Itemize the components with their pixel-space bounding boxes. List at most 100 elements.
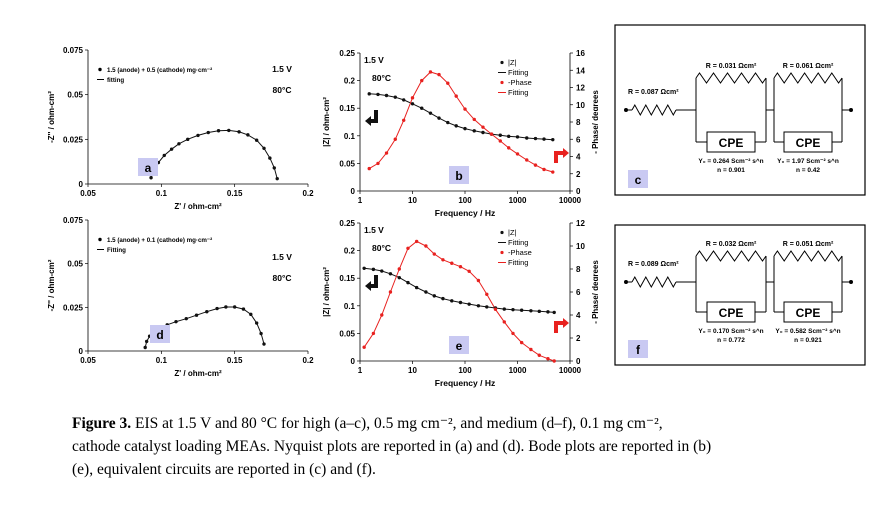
- phase-point: [367, 166, 371, 171]
- panel-badge: [138, 158, 158, 176]
- data-point: [177, 142, 181, 146]
- phase-point: [552, 359, 556, 363]
- phase-point: [546, 357, 550, 361]
- x-axis-label: Frequency / Hz: [435, 208, 495, 218]
- resistor-icon: [773, 72, 843, 84]
- data-point: [186, 137, 190, 142]
- data-point: [246, 133, 250, 137]
- impedance-fitting-line: [369, 93, 553, 141]
- data-point: [254, 138, 259, 142]
- figure-caption: Figure 3. EIS at 1.5 V and 80 °C for hig…: [72, 412, 862, 481]
- cpe-n-label: n = 0.921: [794, 337, 822, 344]
- y-tick-label: 0.025: [63, 135, 84, 144]
- data-point: [144, 339, 149, 344]
- y-axis-label: |Z| / ohm-cm²: [322, 267, 331, 317]
- x-axis-label: Z' / ohm-cm²: [174, 369, 222, 378]
- data-point: [169, 147, 174, 151]
- x-tick-label: 0.1: [156, 356, 168, 365]
- resistor-label: R = 0.032 Ωcm²: [706, 241, 757, 248]
- impedance-point: [450, 299, 454, 303]
- impedance-point: [380, 269, 384, 273]
- resistor-r0-label: R = 0.089 Ωcm²: [628, 261, 679, 268]
- y2-tick-label: 0: [576, 187, 581, 196]
- phase-point: [371, 331, 376, 336]
- phase-point: [441, 258, 445, 262]
- temperature-annotation: 80°C: [372, 73, 391, 83]
- resistor-r0-icon: [631, 103, 677, 117]
- data-point: [262, 146, 266, 150]
- legend-entry: Fitting: [508, 258, 528, 267]
- x-tick-label: 10000: [559, 196, 582, 205]
- impedance-point: [551, 137, 555, 142]
- y-tick-label: 0.025: [63, 303, 84, 312]
- y-axis-label: -Z'' / ohm-cm²: [47, 91, 56, 143]
- legend-entry: 1.5 (anode) + 0.1 (cathode) mg·cm⁻²: [107, 237, 212, 244]
- y2-tick-label: 10: [576, 101, 585, 110]
- plot-area: 1 10 100 1000 1000000.050.10.150.20.25024681…: [322, 49, 598, 218]
- plot-area: 1 10 100 1000 1000000.050.10.150.20.25024681…: [322, 219, 598, 388]
- legend-marker: [500, 230, 504, 235]
- phase-point: [437, 72, 441, 77]
- phase-point: [450, 261, 454, 265]
- phase-point: [498, 139, 502, 143]
- phase-point: [410, 96, 415, 100]
- data-point: [275, 176, 279, 181]
- x-tick-label: 1000: [509, 366, 527, 375]
- resistor-label: R = 0.061 Ωcm²: [783, 63, 834, 70]
- data-point: [174, 319, 178, 324]
- circuit-panel-c: R = 0.087 Ωcm² R = 0.031 Ωcm² CPE Y₀ = 0.26…: [614, 24, 866, 196]
- phase-point: [507, 146, 511, 150]
- legend-entry: Fitting: [508, 238, 528, 247]
- y2-tick-label: 2: [576, 170, 581, 179]
- y2-tick-label: 8: [576, 265, 581, 274]
- phase-point: [397, 267, 401, 271]
- right-arrow-head-icon: [563, 318, 569, 328]
- right-arrow-icon: [554, 321, 564, 333]
- cpe-box: [706, 301, 756, 323]
- impedance-point: [441, 296, 445, 301]
- data-point: [194, 313, 199, 317]
- phase-point: [533, 163, 538, 167]
- y2-tick-label: 12: [576, 84, 585, 93]
- plot-area: 0.05 0.1 0.15 0.2 0 0.025 0.05 0.075 Z' / ohm-cm…: [47, 46, 314, 211]
- impedance-point: [410, 102, 415, 106]
- x-tick-label: 10: [408, 366, 417, 375]
- data-point: [215, 306, 219, 311]
- x-tick-label: 0.2: [302, 356, 314, 365]
- resistor-label: R = 0.051 Ωcm²: [783, 241, 834, 248]
- y2-tick-label: 8: [576, 118, 581, 127]
- y-tick-label: 0.05: [339, 329, 355, 338]
- phase-point: [432, 252, 436, 256]
- impedance-point: [420, 106, 424, 110]
- resistor-icon: [695, 250, 767, 262]
- data-point: [184, 316, 188, 321]
- phase-point: [388, 290, 393, 294]
- impedance-point: [384, 93, 389, 98]
- impedance-point: [446, 120, 450, 125]
- data-point: [227, 128, 231, 133]
- bode-chart-e: 1 10 100 1000 1000000.050.10.150.20.25024681…: [322, 219, 598, 388]
- legend-entry: 1.5 (anode) + 0.5 (cathode) mg·cm⁻²: [107, 67, 212, 74]
- temperature-annotation: 80°C: [372, 243, 391, 253]
- y-tick-label: 0: [79, 180, 84, 189]
- data-point: [241, 307, 246, 311]
- phase-point: [380, 313, 384, 317]
- caption-label: Figure 3.: [72, 415, 132, 432]
- phase-point: [402, 118, 406, 122]
- phase-point: [393, 137, 397, 141]
- panel-badge: [628, 340, 648, 358]
- y2-tick-label: 4: [576, 311, 581, 320]
- cpe-label: CPE: [796, 306, 821, 320]
- phase-point: [424, 244, 428, 248]
- phase-point: [519, 340, 524, 345]
- phase-fitting-line: [368, 71, 553, 173]
- phase-point: [537, 353, 541, 357]
- phase-point: [542, 167, 546, 172]
- x-tick-label: 1000: [509, 196, 527, 205]
- y-tick-label: 0.2: [344, 77, 356, 86]
- phase-point: [420, 78, 424, 83]
- caption-line-3: (e), equivalent circuits are reported in…: [72, 461, 376, 478]
- x-tick-label: 0.15: [227, 356, 243, 365]
- impedance-point: [463, 126, 467, 131]
- impedance-point: [537, 309, 541, 314]
